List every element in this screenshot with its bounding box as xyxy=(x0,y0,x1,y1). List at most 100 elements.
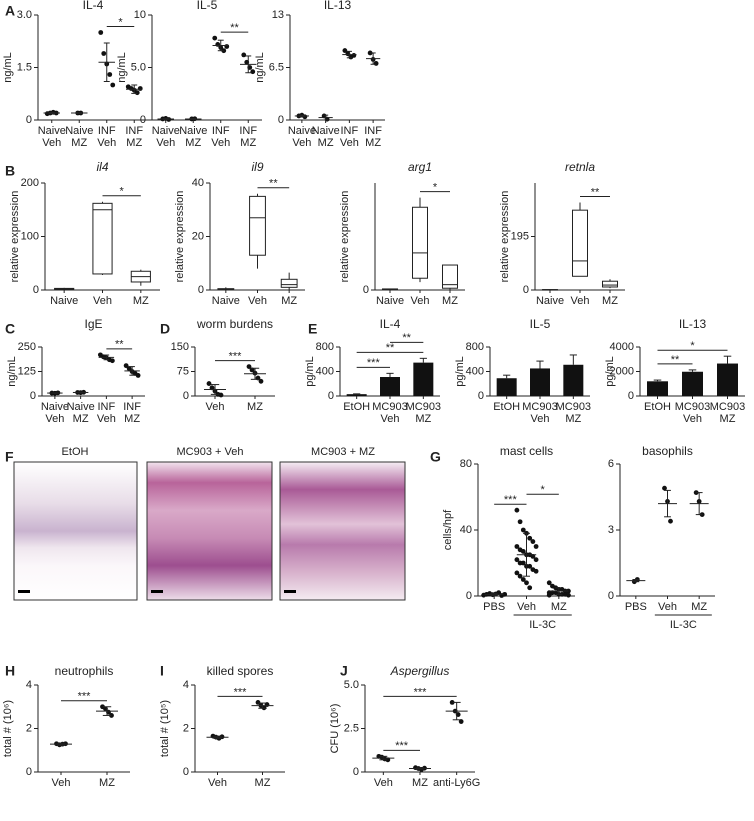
data-point xyxy=(517,519,523,525)
x-tick-label: MC903 xyxy=(406,401,441,413)
bar xyxy=(563,364,584,396)
significance-label: ** xyxy=(402,332,411,344)
chart-title: basophils xyxy=(642,444,693,458)
data-point xyxy=(258,378,264,384)
x-tick-label: EtOH xyxy=(343,401,370,413)
box xyxy=(572,209,588,277)
significance-label: * xyxy=(541,484,546,496)
box xyxy=(442,264,458,289)
scale-bar xyxy=(18,590,30,593)
data-point xyxy=(109,713,114,718)
data-point xyxy=(514,507,520,513)
data-point xyxy=(250,69,256,75)
x-tick-label: Veh xyxy=(381,413,400,425)
x-tick-label: Veh xyxy=(208,777,227,789)
x-tick-label: Veh xyxy=(517,601,536,613)
panel-letter: I xyxy=(160,663,164,679)
panel-letter: F xyxy=(5,449,14,465)
y-tick-label: 125 xyxy=(18,365,36,377)
y-tick-label: 0 xyxy=(140,114,146,126)
y-tick-label: 800 xyxy=(316,341,334,353)
y-tick-label: 0 xyxy=(33,284,39,296)
y-axis-label: relative expression xyxy=(9,191,21,283)
significance-label: *** xyxy=(504,494,518,506)
significance-label: *** xyxy=(395,740,409,752)
chart-title: mast cells xyxy=(500,444,553,458)
significance-label: * xyxy=(120,186,125,198)
x-tick-label: Naive xyxy=(179,125,207,137)
box xyxy=(412,206,428,279)
significance-label: *** xyxy=(414,686,428,698)
significance-label: * xyxy=(433,182,438,194)
y-tick-label: 0 xyxy=(466,590,472,602)
data-point xyxy=(520,549,526,554)
x-tick-label: MZ xyxy=(124,413,140,425)
scale-bar xyxy=(284,590,296,593)
y-tick-label: 0 xyxy=(183,766,189,778)
y-tick-label: 195 xyxy=(511,230,529,242)
significance-label: * xyxy=(690,340,695,352)
data-point xyxy=(255,700,261,705)
chart-title: IgE xyxy=(84,317,102,331)
x-tick-label: Veh xyxy=(683,413,702,425)
y-tick-label: 6.5 xyxy=(269,61,284,73)
panel-letter: J xyxy=(340,663,348,679)
x-tick-label: INF xyxy=(98,125,116,137)
x-tick-label: INF xyxy=(125,125,143,137)
x-tick-label: Naive xyxy=(41,401,69,413)
chart-title: IL-5 xyxy=(530,317,551,331)
x-tick-label: MZ xyxy=(365,137,381,149)
y-axis-label: ng/mL xyxy=(116,52,128,83)
y-tick-label: 2000 xyxy=(610,365,634,377)
y-tick-label: 4 xyxy=(26,679,32,691)
image-title: EtOH xyxy=(62,446,89,458)
x-tick-label: INF xyxy=(341,125,359,137)
y-axis-label: cells/hpf xyxy=(442,509,454,550)
x-tick-label: Veh xyxy=(374,777,393,789)
data-point xyxy=(520,560,526,566)
x-tick-label: MZ xyxy=(71,137,87,149)
chart-title: worm burdens xyxy=(196,317,273,331)
data-point xyxy=(449,700,455,705)
x-tick-label: Veh xyxy=(52,777,71,789)
x-tick-label: MZ xyxy=(99,777,115,789)
y-tick-label: 0 xyxy=(26,114,32,126)
chart-title: IL-4 xyxy=(83,0,104,12)
y-tick-label: 0 xyxy=(523,284,529,296)
data-point xyxy=(527,585,533,591)
x-tick-label: MZ xyxy=(73,413,89,425)
y-axis-label: relative expression xyxy=(174,191,186,283)
y-tick-label: 100 xyxy=(21,230,39,242)
x-tick-label: MZ xyxy=(318,137,334,149)
data-point xyxy=(241,52,247,58)
data-point xyxy=(514,544,520,549)
x-tick-label: MZ xyxy=(412,777,428,789)
y-axis-label: ng/mL xyxy=(6,356,18,387)
chart-title: IL-5 xyxy=(197,0,218,12)
data-point xyxy=(530,539,536,544)
x-tick-label: MZ xyxy=(255,777,271,789)
x-tick-label: Veh xyxy=(156,137,175,149)
bar xyxy=(530,368,550,396)
x-tick-label: MZ xyxy=(691,601,707,613)
y-tick-label: 5.0 xyxy=(131,61,146,73)
y-tick-label: 0 xyxy=(26,766,32,778)
x-tick-label: MZ xyxy=(551,601,567,613)
x-tick-label: Naive xyxy=(38,125,66,137)
significance-label: ** xyxy=(671,354,680,366)
data-point xyxy=(546,580,552,586)
x-tick-label: Veh xyxy=(292,137,311,149)
x-tick-label: MC903 xyxy=(372,401,407,413)
x-tick-label: Veh xyxy=(531,413,550,425)
data-point xyxy=(527,563,533,569)
data-point xyxy=(135,373,141,378)
data-point xyxy=(221,48,227,54)
significance-label: ** xyxy=(269,178,278,190)
x-tick-label: PBS xyxy=(483,601,505,613)
x-tick-label: EtOH xyxy=(493,401,520,413)
y-axis-label: total # (10⁵) xyxy=(159,700,171,757)
panel-letter: G xyxy=(430,449,441,465)
data-point xyxy=(107,72,113,77)
x-tick-label: MC903 xyxy=(522,401,557,413)
